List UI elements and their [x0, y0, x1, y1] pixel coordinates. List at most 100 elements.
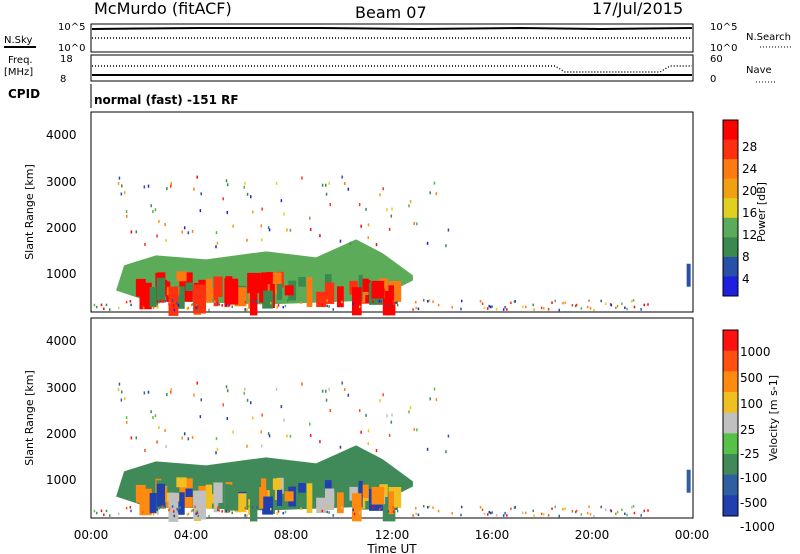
velocity-echoes-ground-scatter [616, 510, 619, 514]
power-echoes-speckle [130, 230, 133, 234]
power-echoes-ground-scatter [284, 304, 287, 308]
power-echoes-echo-cell [149, 287, 159, 308]
velocity-echoes-echo-cell [207, 493, 218, 504]
station-title: McMurdo (fitACF) [94, 0, 232, 18]
velocity-echoes-speckle [329, 409, 331, 413]
power-echoes-speckle [200, 192, 202, 196]
velocity-echoes-ground-scatter [647, 509, 649, 512]
power-echoes-speckle [283, 212, 285, 216]
power-echoes-ground-scatter [179, 300, 181, 303]
power-echoes-ground-scatter [130, 303, 132, 307]
power-echoes-speckle [328, 181, 330, 185]
power-echoes-speckle [301, 176, 303, 180]
velocity-echoes-speckle [367, 442, 369, 446]
power-colorbar-swatch [723, 139, 738, 160]
power-echoes-speckle [445, 244, 447, 248]
power-echoes-ground-scatter [502, 308, 505, 311]
velocity-echoes-speckle [156, 440, 158, 444]
velocity-cbtick-m100: -100 [740, 471, 767, 485]
velocity-echoes-ground-scatter [195, 512, 197, 516]
velocity-echoes-ground-scatter [593, 514, 595, 518]
velocity-echoes-ground-scatter [300, 507, 302, 511]
velocity-echoes-speckle [408, 410, 410, 414]
power-echoes-ground-scatter [554, 299, 557, 303]
velocity-echoes-ground-scatter [432, 506, 434, 509]
power-echoes-speckle [232, 224, 234, 228]
power-echoes-ground-scatter [540, 306, 543, 310]
power-echoes-ground-scatter [615, 306, 617, 310]
power-echoes-speckle [260, 238, 263, 242]
velocity-echoes-echo-cell [224, 484, 239, 511]
power-echoes-ground-scatter [214, 300, 216, 303]
power-echoes-ground-scatter [194, 299, 196, 303]
velocity-echoes-speckle [199, 415, 202, 419]
power-echoes-speckle [367, 223, 370, 227]
power-echoes-ground-scatter [100, 303, 103, 307]
power-cbtick-16: 16 [742, 206, 757, 220]
velocity-echoes-ground-scatter [533, 514, 535, 517]
power-echoes-ground-scatter [177, 304, 180, 307]
velocity-ylabel: Slant Range [km] [23, 370, 36, 466]
velocity-echoes-ground-scatter [95, 511, 98, 515]
power-echoes-speckle [261, 207, 263, 211]
velocity-echoes-ground-scatter [125, 506, 128, 510]
power-echoes-speckle [324, 183, 327, 187]
velocity-echoes-ground-scatter [251, 506, 254, 509]
velocity-echoes-ground-scatter [378, 505, 381, 509]
power-echoes-speckle [447, 228, 450, 232]
power-echoes-speckle [165, 239, 167, 243]
velocity-echoes-speckle [309, 422, 311, 426]
power-echoes-echo-cell [224, 278, 239, 305]
velocity-echoes-speckle [246, 444, 248, 448]
power-echoes-speckle [309, 227, 312, 231]
velocity-echoes-ground-scatter [225, 509, 228, 513]
velocity-echoes-echo-cell [371, 486, 385, 505]
nsky-label: N.Sky [4, 35, 32, 46]
power-echoes-echo-cell [185, 282, 193, 291]
power-echoes-ground-scatter [487, 307, 489, 310]
power-echoes-ground-scatter [142, 306, 145, 309]
velocity-echoes-speckle [226, 417, 229, 421]
velocity-echoes-speckle [375, 449, 378, 453]
velocity-echoes-ground-scatter [396, 507, 398, 510]
power-echoes-ground-scatter [495, 308, 498, 311]
power-echoes-ground-scatter [533, 308, 535, 311]
velocity-echoes-ground-scatter [372, 506, 374, 509]
velocity-echoes-ground-scatter [460, 513, 462, 517]
velocity-echoes-echo-cell [205, 484, 213, 509]
velocity-echoes-ground-scatter [332, 514, 335, 517]
power-echoes-echo-cell [247, 272, 261, 294]
velocity-echoes-echo-cell [362, 484, 369, 498]
velocity-echoes-speckle [250, 401, 252, 405]
power-echoes-ground-scatter [251, 300, 254, 303]
velocity-echoes-ground-scatter [395, 507, 397, 510]
power-cbtick-28: 28 [742, 140, 757, 154]
power-echoes-speckle [289, 228, 292, 232]
power-echoes-ground-scatter [593, 308, 595, 312]
freq-tick-bottom: 8 [60, 74, 66, 85]
xtick-0000: 00:00 [74, 528, 109, 542]
power-echoes-speckle [416, 222, 418, 226]
velocity-echoes-speckle [121, 390, 123, 394]
velocity-echoes-speckle [170, 387, 172, 391]
power-echoes-speckle [244, 181, 246, 185]
velocity-echoes-speckle [379, 399, 381, 403]
velocity-colorbar-label: Velocity [m s-1] [767, 375, 780, 461]
velocity-echoes-ground-scatter [358, 511, 361, 515]
power-colorbar-swatch [723, 256, 738, 277]
power-echoes-echo-cell [266, 272, 275, 285]
power-echoes-ground-scatter [415, 306, 417, 310]
power-echoes-speckle [121, 184, 123, 188]
power-echoes-ground-scatter [225, 303, 228, 307]
power-echoes-ground-scatter [633, 305, 636, 309]
velocity-echoes-ground-scatter [326, 505, 328, 508]
velocity-cbtick-m500: -500 [740, 496, 767, 510]
power-colorbar-swatch [723, 178, 738, 199]
velocity-echoes-ground-scatter [392, 505, 394, 509]
power-ytick-1000: 1000 [46, 267, 77, 281]
velocity-echoes-speckle [382, 393, 384, 397]
velocity-echoes-ground-scatter [396, 509, 399, 513]
velocity-echoes-ground-scatter [352, 508, 354, 512]
power-echoes-speckle [191, 229, 194, 233]
velocity-echoes-speckle [390, 420, 393, 424]
